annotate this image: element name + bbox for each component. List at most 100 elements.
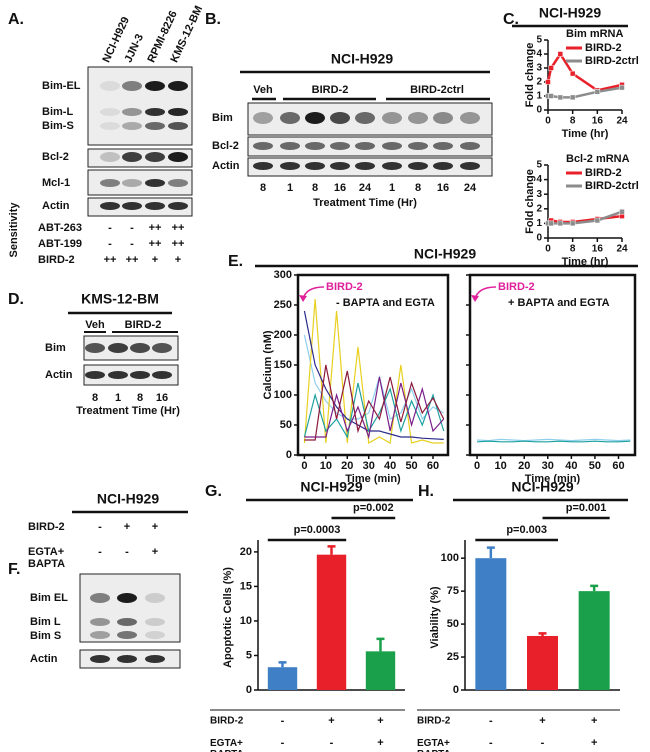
- blot-band: [382, 112, 402, 124]
- y-tick-label: 0: [246, 684, 252, 696]
- legend-label: BIRD-2: [585, 167, 622, 179]
- blot-band: [168, 202, 188, 210]
- marker: [557, 51, 564, 57]
- marker: [548, 65, 554, 71]
- x-tick-label: 20: [518, 460, 530, 472]
- blot-band: [280, 142, 300, 150]
- x-tick-label: 0: [545, 116, 551, 127]
- y-axis-label: Fold change: [524, 43, 536, 108]
- marker: [545, 79, 551, 85]
- series-line: [303, 310, 444, 440]
- band-label: Bim-L: [42, 106, 73, 118]
- error-bar: [278, 661, 287, 668]
- group-label: Veh: [253, 84, 273, 96]
- blot-band: [433, 162, 453, 170]
- y-axis-label: Viability (%): [429, 586, 441, 648]
- p-value: p=0.001: [566, 502, 607, 514]
- band-label: Actin: [30, 653, 58, 665]
- band-label: Bim: [212, 112, 233, 124]
- row-cell: -: [489, 737, 493, 749]
- row-cell: -: [125, 546, 129, 558]
- blot-band: [122, 81, 142, 91]
- blot-band: [355, 142, 375, 150]
- x-axis-label: Time (min): [525, 473, 581, 485]
- y-tick-label: 3: [536, 189, 542, 200]
- time-label: 24: [359, 182, 372, 194]
- blot-band: [145, 179, 165, 187]
- y-tick-label: 0: [536, 233, 542, 244]
- legend-label: BIRD-2: [585, 42, 622, 54]
- row-cell: ++: [126, 254, 139, 266]
- blot-title: KMS-12-BM: [81, 291, 159, 307]
- row-cell: +: [152, 254, 158, 266]
- legend-label: BIRD-2ctrl: [585, 180, 639, 192]
- row-cell: ++: [149, 222, 162, 234]
- condition-label: - BAPTA and EGTA: [336, 297, 435, 309]
- marker: [619, 84, 625, 91]
- row-cell: +: [175, 254, 181, 266]
- error-bar: [486, 546, 495, 559]
- blot-band: [90, 593, 110, 603]
- time-label: 1: [389, 182, 395, 194]
- x-tick-label: 16: [592, 244, 604, 255]
- row-cell: +: [539, 715, 545, 727]
- x-tick-label: 16: [592, 116, 604, 127]
- x-tick-label: 24: [616, 244, 628, 255]
- blot-band: [108, 371, 128, 379]
- y-tick-label: 20: [240, 546, 252, 558]
- blot-band: [108, 343, 128, 353]
- group-label: BIRD-2: [125, 319, 162, 331]
- panel-label: H.: [418, 483, 434, 500]
- subtitle: Bcl-2 mRNA: [566, 153, 630, 165]
- band-label: Actin: [45, 369, 73, 381]
- blot-band: [433, 112, 453, 124]
- row-cell: ++: [172, 222, 185, 234]
- y-tick-label: 3: [536, 63, 542, 74]
- band-label: Actin: [42, 200, 70, 212]
- band-label: Bim-S: [42, 120, 74, 132]
- blot-band: [253, 112, 273, 124]
- blot-band: [408, 142, 428, 150]
- row-cell: +: [591, 737, 597, 749]
- y-axis-label: Fold change: [524, 169, 536, 234]
- blot-band: [253, 162, 273, 170]
- blot-band: [145, 108, 165, 116]
- bar: [578, 591, 610, 690]
- blot-band: [355, 162, 375, 170]
- x-tick-label: 0: [545, 244, 551, 255]
- marker: [557, 94, 564, 101]
- blot-band: [85, 343, 105, 353]
- p-value: p=0.003: [506, 524, 547, 536]
- row-cell: -: [130, 222, 134, 234]
- bar: [267, 667, 298, 690]
- x-tick-label: 8: [570, 116, 576, 127]
- row-cell: -: [130, 238, 134, 250]
- y-tick-label: 4: [536, 49, 542, 60]
- band-label: Mcl-1: [42, 177, 70, 189]
- row-label: ABT-263: [38, 222, 82, 234]
- x-tick-label: 40: [565, 460, 577, 472]
- y-axis-label: Calcium (nM): [262, 330, 274, 399]
- marker: [619, 208, 625, 215]
- axis-label: Treatment Time (Hr): [313, 197, 417, 209]
- annotation: BIRD-2: [498, 281, 535, 293]
- blot-band: [145, 655, 165, 663]
- blot-band: [280, 162, 300, 170]
- row-cell: -: [98, 521, 102, 533]
- marker: [569, 94, 576, 101]
- blot-band: [408, 162, 428, 170]
- group-label: BIRD-2ctrl: [410, 84, 464, 96]
- row-label: BIRD-2: [417, 716, 451, 727]
- y-tick-label: 1: [536, 91, 542, 102]
- band-label: Bim S: [30, 630, 61, 642]
- band-label: Actin: [212, 160, 240, 172]
- blot-band: [117, 631, 137, 639]
- time-label: 16: [437, 182, 449, 194]
- blot-band: [460, 142, 480, 150]
- panel-label: F.: [8, 561, 20, 578]
- subtitle: Bim mRNA: [566, 28, 624, 40]
- blot-band: [460, 162, 480, 170]
- blot-band: [85, 371, 105, 379]
- series-line: [477, 438, 631, 442]
- blot-band: [122, 202, 142, 210]
